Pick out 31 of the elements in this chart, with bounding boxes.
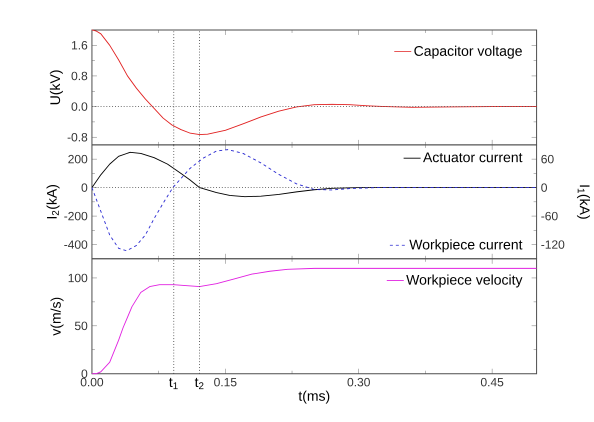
y-tick-label: 0.8 — [72, 72, 88, 80]
y2-tick-label: -120 — [541, 240, 564, 249]
y-tick-label: -200 — [64, 212, 88, 220]
y-tick-label: 1.6 — [72, 41, 88, 50]
y-tick-label: 0 — [82, 370, 88, 378]
y-axis-title: v(m/s) — [50, 298, 64, 336]
y-axis-title: I$_{2}$(kA) — [46, 185, 60, 218]
y2-tick-label: -60 — [541, 212, 558, 220]
ref-line-label: t$_{1}$ — [169, 378, 178, 390]
y-tick-label: -0.8 — [68, 133, 88, 142]
y-tick-label: 200 — [68, 155, 88, 164]
x-tick-label: 0.30 — [348, 378, 370, 387]
ref-line-label: t$_{2}$ — [194, 378, 204, 390]
legend-label: Actuator current — [423, 152, 522, 162]
y-tick-label: -400 — [64, 240, 88, 249]
y-tick-label: 0.0 — [72, 102, 88, 111]
x-tick-label: 0.45 — [480, 378, 504, 387]
legend-label: Workpiece velocity — [406, 274, 522, 288]
y2-tick-label: 0 — [541, 184, 547, 192]
y-tick-label: 50 — [74, 322, 88, 330]
y-tick-label: 0 — [82, 184, 88, 192]
line-series — [91, 30, 538, 136]
y-axis-title: U(kV) — [50, 70, 63, 104]
y2-tick-label: 60 — [541, 155, 554, 164]
legend-label: Workpiece current — [409, 239, 522, 252]
x-tick-label: 0.00 — [80, 378, 104, 387]
x-tick-label: 0.15 — [214, 378, 236, 387]
x-axis-title: t(ms) — [298, 390, 330, 404]
legend-label: Capacitor voltage — [414, 46, 522, 59]
y2-axis-title: I$_{1}$(kA) — [576, 186, 590, 219]
y-tick-label: 100 — [68, 274, 88, 282]
